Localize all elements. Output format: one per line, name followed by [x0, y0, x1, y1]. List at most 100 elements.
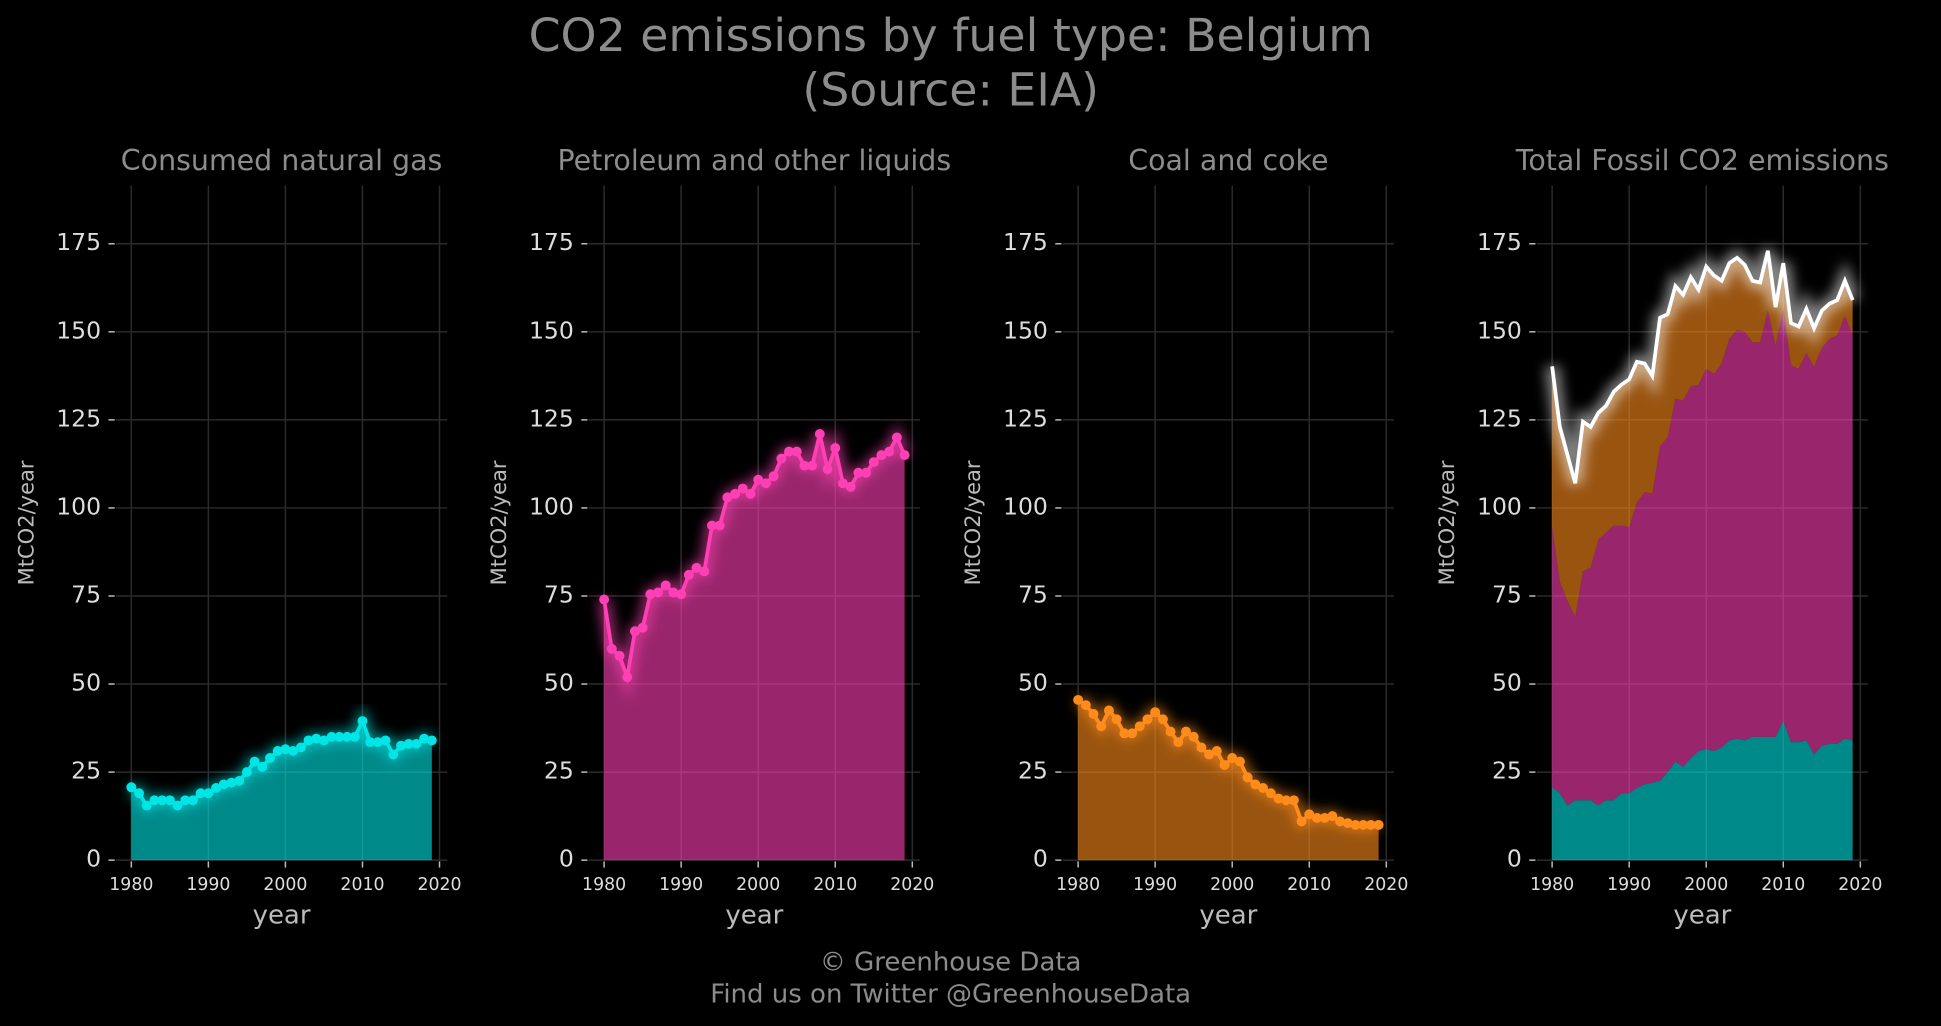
- y-tick-label: 75: [1018, 580, 1048, 608]
- point: [1188, 731, 1199, 742]
- point: [1258, 783, 1268, 793]
- y-tick-label: 75: [1492, 580, 1522, 608]
- point: [396, 740, 406, 751]
- point: [1142, 714, 1153, 725]
- point: [365, 737, 376, 748]
- point: [1342, 818, 1353, 829]
- point: [311, 733, 322, 744]
- x-tick-label: 2000: [1684, 875, 1728, 895]
- point: [288, 746, 299, 756]
- point: [1219, 760, 1230, 771]
- point: [753, 474, 764, 485]
- x-tick-label: 1990: [659, 875, 703, 895]
- point: [257, 761, 268, 772]
- y-tick-label: 0: [1507, 845, 1522, 873]
- point: [668, 587, 679, 598]
- y-axis-label: MtCO2/year: [486, 460, 511, 585]
- point: [745, 488, 756, 499]
- point: [899, 450, 910, 461]
- y-tick-label: 100: [529, 492, 574, 520]
- x-tick-label: 2010: [813, 875, 857, 895]
- point: [295, 742, 306, 753]
- x-tick-label: 1980: [109, 875, 153, 895]
- point: [1296, 816, 1307, 827]
- y-tick-label: 175: [1003, 228, 1048, 256]
- point: [126, 782, 137, 793]
- x-tick-label: 2020: [890, 875, 934, 895]
- y-tick-label: 0: [86, 845, 101, 873]
- point: [403, 738, 414, 749]
- x-tick-label: 2010: [340, 875, 384, 895]
- point: [861, 467, 872, 478]
- point: [1304, 809, 1315, 820]
- point: [1273, 793, 1284, 804]
- point: [1211, 746, 1222, 756]
- x-axis-label: year: [725, 900, 783, 930]
- point: [830, 443, 841, 454]
- point: [411, 738, 422, 749]
- y-tick-label: 125: [1477, 404, 1522, 432]
- y-tick-label: 0: [559, 845, 574, 873]
- point: [372, 737, 383, 748]
- y-tick-label: 25: [71, 757, 101, 785]
- point: [1265, 788, 1276, 799]
- point: [822, 464, 833, 475]
- point: [714, 520, 725, 531]
- figure-subtitle: (Source: EIA): [802, 62, 1099, 116]
- point: [606, 643, 617, 654]
- point: [318, 735, 329, 746]
- x-axis-label: year: [1673, 900, 1731, 930]
- point: [388, 749, 399, 760]
- y-tick-label: 150: [1477, 316, 1522, 344]
- point: [791, 446, 802, 457]
- x-tick-label: 1990: [1133, 875, 1177, 895]
- total-line: [1550, 250, 1855, 484]
- point: [1335, 816, 1346, 827]
- y-tick-label: 50: [1492, 669, 1522, 697]
- point: [1196, 742, 1207, 753]
- point: [814, 429, 825, 439]
- y-tick-label: 100: [1003, 492, 1048, 520]
- point: [265, 753, 275, 763]
- point: [280, 744, 291, 755]
- point: [218, 779, 229, 790]
- x-axis-label: year: [253, 900, 311, 930]
- subplot-title: Coal and coke: [1128, 144, 1328, 177]
- y-tick-label: 100: [1477, 492, 1522, 520]
- point: [1250, 779, 1261, 790]
- point: [760, 478, 771, 489]
- subplot: Total Fossil CO2 emissions year MtCO2/year…: [1434, 144, 1889, 930]
- point: [188, 795, 198, 806]
- y-tick-label: 175: [56, 228, 101, 256]
- x-tick-label: 1990: [186, 875, 230, 895]
- point: [1096, 721, 1107, 732]
- x-tick-label: 2020: [1364, 875, 1408, 895]
- point: [180, 795, 191, 806]
- point: [1350, 819, 1361, 830]
- y-tick-label: 25: [1018, 757, 1048, 785]
- point: [853, 467, 864, 478]
- point: [722, 492, 733, 503]
- x-tick-label: 2010: [1761, 875, 1805, 895]
- figure-title: CO2 emissions by fuel type: Belgium: [529, 8, 1373, 62]
- stacked-area: [1552, 721, 1853, 861]
- subplot: Consumed natural gas year MtCO2/year 0 25 50 7…: [13, 144, 461, 930]
- y-tick-label: 175: [529, 228, 574, 256]
- subplot-title: Total Fossil CO2 emissions: [1515, 144, 1889, 177]
- point: [707, 520, 717, 531]
- x-tick-label: 1990: [1607, 875, 1651, 895]
- point: [730, 488, 741, 499]
- point: [211, 783, 222, 793]
- point: [622, 672, 633, 682]
- point: [349, 731, 360, 742]
- point: [157, 795, 168, 806]
- point: [134, 788, 144, 799]
- point: [203, 788, 214, 799]
- point: [1157, 714, 1168, 725]
- point: [645, 589, 656, 600]
- point: [1312, 812, 1322, 823]
- point: [1134, 721, 1145, 732]
- point: [799, 460, 810, 471]
- stacked-area: [1552, 308, 1853, 806]
